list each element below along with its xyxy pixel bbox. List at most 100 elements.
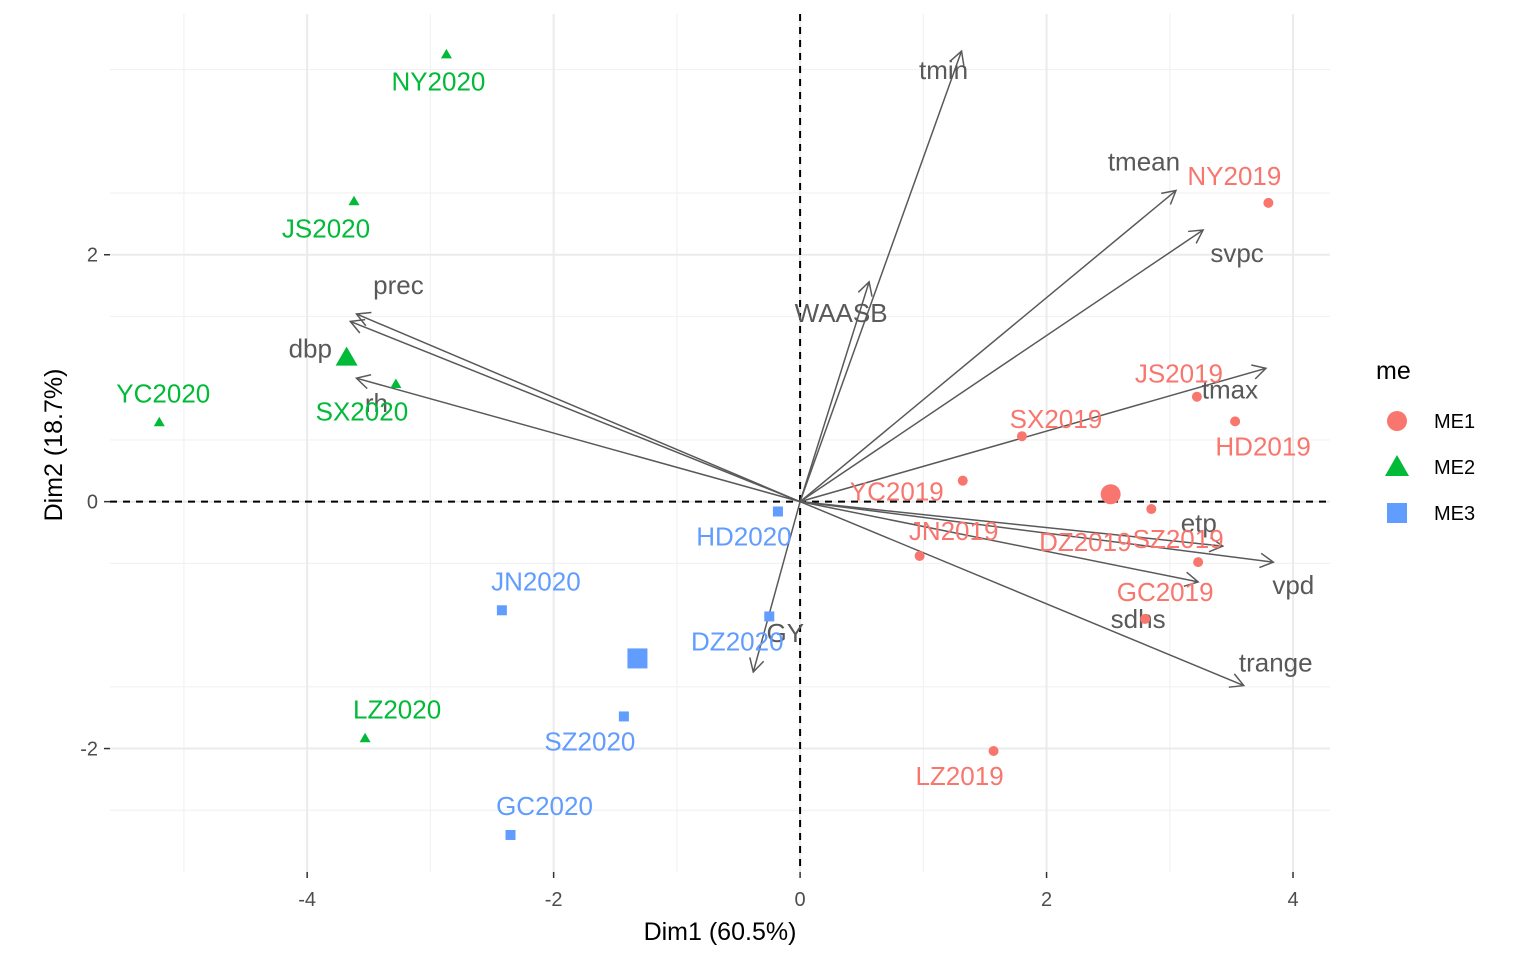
- point-label-NY2019: NY2019: [1187, 161, 1281, 191]
- data-points: [153, 48, 1274, 840]
- point-label-GC2019: GC2019: [1117, 577, 1214, 607]
- variable-arrow-etp: [800, 500, 1223, 547]
- variable-arrowhead-rh: [354, 374, 372, 390]
- legend-item-ME1: ME1: [1387, 411, 1475, 433]
- variable-arrowhead-svpc: [1188, 229, 1205, 244]
- variable-arrow-vpd: [800, 500, 1274, 563]
- point-SX2019: [1016, 431, 1027, 442]
- centroid-ME2: [335, 346, 358, 366]
- reference-lines: [110, 14, 1330, 872]
- variable-label-sdhs: sdhs: [1111, 604, 1166, 634]
- variable-arrow-WAASB: [799, 281, 870, 502]
- legend: me ME1 ME2 ME3: [1376, 357, 1475, 525]
- variable-arrow-tmean: [799, 189, 1177, 503]
- variable-label-WAASB: WAASB: [795, 298, 888, 328]
- variable-label-dbp: dbp: [289, 333, 332, 363]
- y-axis-title: Dim2 (18.7%): [40, 369, 68, 522]
- variable-arrowhead-tmin: [949, 49, 965, 66]
- y-tick-label: 0: [87, 492, 98, 514]
- legend-key-ME3: [1387, 503, 1407, 523]
- variable-arrowhead-trange: [1228, 673, 1246, 688]
- point-labels: NY2019 JS2019 HD2019 SX2019 YC2019 DZ2019 JN20…: [116, 67, 1311, 821]
- point-label-GC2020: GC2020: [496, 791, 593, 821]
- point-JS2019: [1191, 391, 1202, 402]
- x-axis-title: Dim1 (60.5%): [644, 918, 797, 946]
- point-label-SX2019: SX2019: [1010, 404, 1103, 434]
- point-label-JS2020: JS2020: [282, 214, 370, 244]
- x-tick-label: 4: [1287, 889, 1298, 911]
- legend-key-ME2: [1385, 455, 1409, 476]
- variable-arrowhead-tmean: [1161, 189, 1178, 205]
- variable-arrow-rh: [356, 377, 801, 503]
- legend-key-ME1: [1387, 411, 1407, 431]
- point-JN2019: [914, 550, 925, 561]
- variable-label-etp: etp: [1181, 508, 1217, 538]
- variable-arrowhead-dbp: [348, 318, 366, 334]
- point-label-SZ2019: SZ2019: [1133, 524, 1224, 554]
- variable-arrowhead-vpd: [1259, 552, 1275, 569]
- legend-item-ME3: ME3: [1387, 503, 1475, 525]
- legend-label-ME1: ME1: [1434, 411, 1475, 433]
- point-NY2019: [1263, 197, 1274, 208]
- point-label-DZ2020: DZ2020: [691, 626, 784, 656]
- point-GC2019: [1140, 613, 1151, 624]
- variable-arrows: tmin tmean svpc prec dbp rh WAASB tmax etp vpd sdh…: [289, 49, 1314, 688]
- variable-arrow-tmax: [799, 367, 1267, 503]
- point-label-YC2020: YC2020: [116, 379, 210, 409]
- variable-arrowhead-sdhs: [1183, 571, 1200, 588]
- point-DZ2019: [1146, 504, 1157, 515]
- variable-arrowhead-GY: [749, 657, 765, 674]
- variable-arrow-tmin: [799, 50, 963, 502]
- variable-arrowhead-prec: [355, 311, 372, 327]
- axis-ticks: -4 -2 0 2 4 -2 0 2: [80, 245, 1298, 911]
- variable-label-tmean: tmean: [1108, 147, 1180, 177]
- point-label-HD2019: HD2019: [1215, 431, 1310, 461]
- point-LZ2020: [359, 732, 371, 743]
- variable-arrow-dbp: [350, 320, 801, 503]
- variable-label-vpd: vpd: [1272, 570, 1314, 600]
- centroid-ME1: [1100, 484, 1121, 505]
- y-tick-label: -2: [80, 739, 98, 761]
- point-label-DZ2019: DZ2019: [1039, 527, 1132, 557]
- point-SX2020: [390, 378, 402, 388]
- x-tick-label: -4: [298, 889, 316, 911]
- point-label-SZ2020: SZ2020: [544, 726, 635, 756]
- point-YC2020: [153, 416, 165, 427]
- variable-label-trange: trange: [1239, 648, 1313, 678]
- variable-label-prec: prec: [373, 270, 424, 300]
- legend-label-ME3: ME3: [1434, 503, 1475, 525]
- point-label-SX2020: SX2020: [316, 396, 409, 426]
- point-label-HD2020: HD2020: [696, 522, 791, 552]
- variable-arrow-prec: [356, 313, 801, 503]
- y-tick-label: 2: [87, 245, 98, 267]
- variable-label-GY: GY: [766, 618, 804, 648]
- legend-label-ME2: ME2: [1434, 457, 1475, 479]
- x-tick-label: 0: [795, 889, 806, 911]
- variable-label-tmin: tmin: [919, 55, 968, 85]
- plot-grid: [110, 14, 1330, 872]
- point-label-JN2019: JN2019: [909, 516, 999, 546]
- point-JN2020: [496, 605, 507, 616]
- point-NY2020: [440, 48, 452, 59]
- variable-label-svpc: svpc: [1210, 238, 1263, 268]
- variable-label-rh: rh: [365, 388, 388, 418]
- point-label-NY2020: NY2020: [391, 67, 485, 97]
- legend-item-ME2: ME2: [1385, 455, 1475, 479]
- centroid-ME3: [627, 648, 648, 669]
- x-tick-label: -2: [545, 889, 563, 911]
- point-label-JN2020: JN2020: [491, 566, 581, 596]
- variable-arrow-svpc: [799, 229, 1204, 503]
- point-label-JS2019: JS2019: [1135, 359, 1223, 389]
- point-SZ2020: [618, 711, 629, 722]
- variable-arrowhead-etp: [1208, 536, 1225, 553]
- variable-arrow-GY: [752, 501, 801, 673]
- variable-arrow-sdhs: [799, 500, 1199, 583]
- variable-arrowhead-WAASB: [857, 280, 873, 297]
- point-HD2020: [772, 506, 783, 517]
- legend-title: me: [1376, 357, 1411, 385]
- point-GC2020: [505, 829, 516, 840]
- point-label-LZ2020: LZ2020: [353, 695, 441, 725]
- point-SZ2019: [1193, 557, 1204, 568]
- variable-arrow-trange: [799, 500, 1245, 687]
